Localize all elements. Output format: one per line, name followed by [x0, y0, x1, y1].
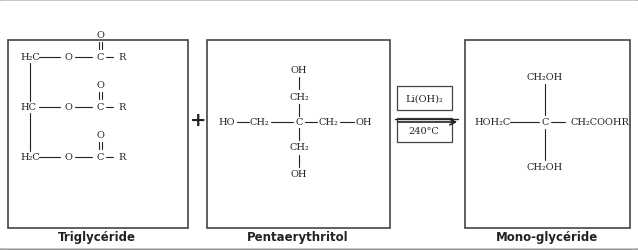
Text: C: C — [96, 103, 104, 112]
Text: CH₂COOHR: CH₂COOHR — [570, 118, 630, 127]
Text: CH₂: CH₂ — [249, 118, 269, 127]
Text: OH: OH — [356, 118, 372, 127]
Text: Triglycéride: Triglycéride — [58, 230, 136, 243]
Bar — [397, 87, 452, 110]
Text: O: O — [96, 81, 104, 90]
Text: C: C — [295, 118, 302, 127]
Text: CH₂: CH₂ — [318, 118, 338, 127]
Text: O: O — [64, 153, 72, 162]
Text: HOH₂C: HOH₂C — [475, 118, 511, 127]
Bar — [465, 41, 630, 228]
Text: O: O — [64, 103, 72, 112]
Bar — [397, 118, 452, 142]
Text: H₂C: H₂C — [20, 153, 40, 162]
Text: O: O — [96, 31, 104, 40]
Text: OH: OH — [291, 170, 308, 179]
Text: HO: HO — [219, 118, 235, 127]
Text: HC: HC — [20, 103, 36, 112]
Bar — [207, 41, 390, 228]
Text: Pentaerythritol: Pentaerythritol — [247, 230, 349, 243]
Text: C: C — [96, 153, 104, 162]
Text: CH₂: CH₂ — [289, 143, 309, 152]
Text: R: R — [118, 103, 126, 112]
Text: O: O — [64, 53, 72, 62]
Text: O: O — [96, 131, 104, 140]
Text: OH: OH — [291, 66, 308, 75]
Text: C: C — [96, 53, 104, 62]
Text: R: R — [118, 53, 126, 62]
Text: CH₂OH: CH₂OH — [527, 163, 563, 172]
Text: Li(OH)₂: Li(OH)₂ — [405, 94, 443, 103]
Text: R: R — [118, 153, 126, 162]
Text: Mono-glycéride: Mono-glycéride — [496, 230, 598, 243]
Text: +: + — [189, 112, 206, 130]
Text: CH₂: CH₂ — [289, 93, 309, 102]
Text: CH₂OH: CH₂OH — [527, 73, 563, 82]
Text: 240°C: 240°C — [408, 126, 440, 135]
Bar — [8, 41, 188, 228]
Text: C: C — [541, 118, 549, 127]
Text: H₂C: H₂C — [20, 53, 40, 62]
